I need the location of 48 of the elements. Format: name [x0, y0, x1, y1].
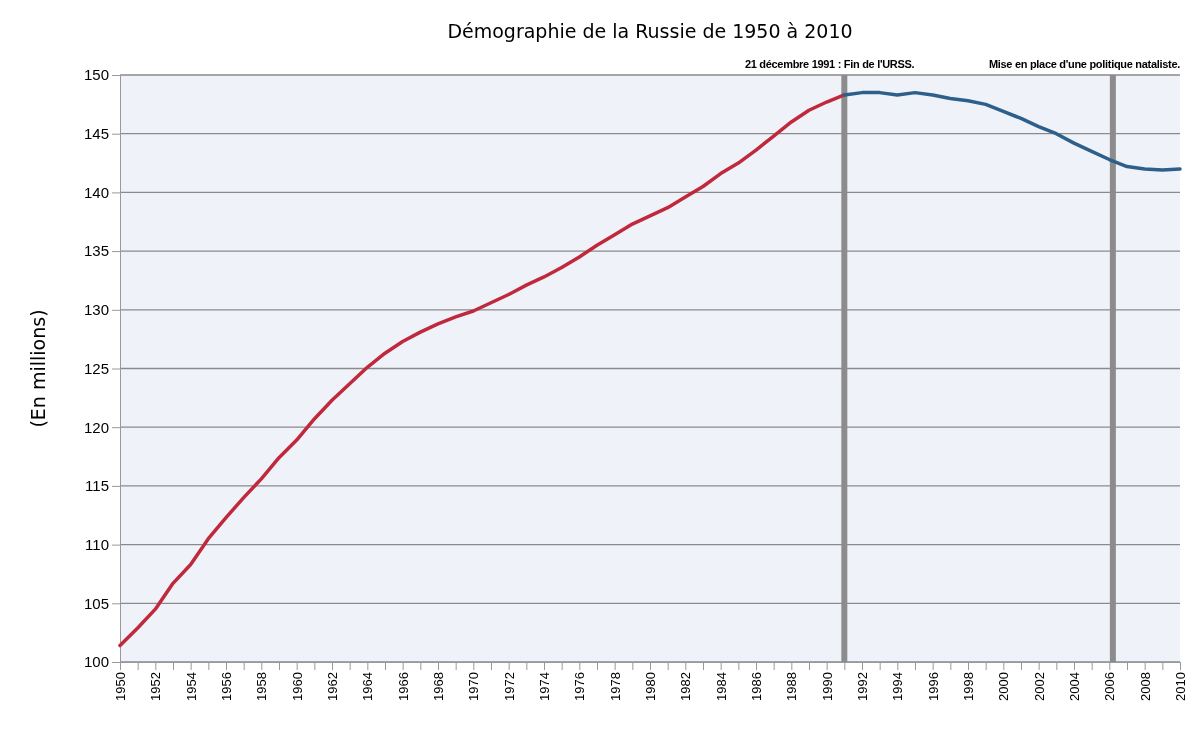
x-tick-label: 2004: [1067, 672, 1083, 701]
x-tick-label: 1990: [819, 672, 835, 701]
x-tick-label: 1956: [219, 672, 235, 701]
x-tick-label: 1976: [572, 672, 588, 701]
x-tick-label: 1994: [890, 672, 906, 701]
x-tick-label: 1982: [678, 672, 694, 701]
y-tick-label: 140: [83, 183, 109, 201]
y-tick-label: 110: [85, 535, 109, 553]
x-tick-label: 1996: [925, 672, 941, 701]
x-tick-label: 2002: [1031, 672, 1047, 701]
x-tick-label: 1986: [749, 672, 765, 701]
y-tick-label: 100: [83, 653, 109, 671]
x-tick-label: 1998: [961, 672, 977, 701]
x-tick-label: 1988: [784, 672, 800, 701]
y-tick-label: 130: [83, 301, 109, 319]
y-tick-label: 135: [83, 242, 109, 260]
x-tick-label: 1954: [183, 672, 199, 701]
y-tick-label: 150: [83, 66, 109, 84]
x-tick-label: 1960: [289, 672, 305, 701]
y-tick-label: 115: [85, 477, 109, 495]
x-tick-label: 1964: [360, 672, 376, 701]
x-tick-label: 1992: [855, 672, 871, 701]
x-tick-label: 1966: [395, 672, 411, 701]
x-tick-label: 1970: [466, 672, 482, 701]
x-tick-label: 1968: [431, 672, 447, 701]
x-tick-label: 1952: [148, 672, 164, 701]
y-tick-label: 120: [83, 418, 109, 436]
x-tick-label: 2010: [1173, 672, 1189, 701]
x-tick-label: 2006: [1102, 672, 1118, 701]
x-tick-label: 1980: [643, 672, 659, 701]
chart-title: Démographie de la Russie de 1950 à 2010: [447, 20, 853, 42]
x-tick-label: 1978: [607, 672, 623, 701]
x-tick-label: 2000: [996, 672, 1012, 701]
line-series: [842, 90, 1182, 172]
x-tick-label: 1984: [713, 672, 729, 701]
x-tick-label: 1974: [537, 672, 553, 701]
x-tick-label: 1950: [113, 672, 129, 701]
x-tick-label: 1958: [254, 672, 270, 701]
ref-line-label: 21 décembre 1991 : Fin de l'URSS.: [744, 58, 915, 70]
x-tick-label: 2008: [1137, 672, 1153, 701]
y-axis-title: (En millions): [27, 309, 49, 428]
x-tick-label: 1962: [325, 672, 341, 701]
y-tick-label: 145: [83, 125, 109, 142]
y-tick-label: 125: [83, 359, 109, 377]
ref-line-label: Mise en place d'une politique nataliste.: [988, 58, 1181, 70]
line-series: [118, 93, 847, 648]
y-tick-label: 105: [83, 594, 109, 612]
x-tick-label: 1972: [501, 672, 517, 701]
